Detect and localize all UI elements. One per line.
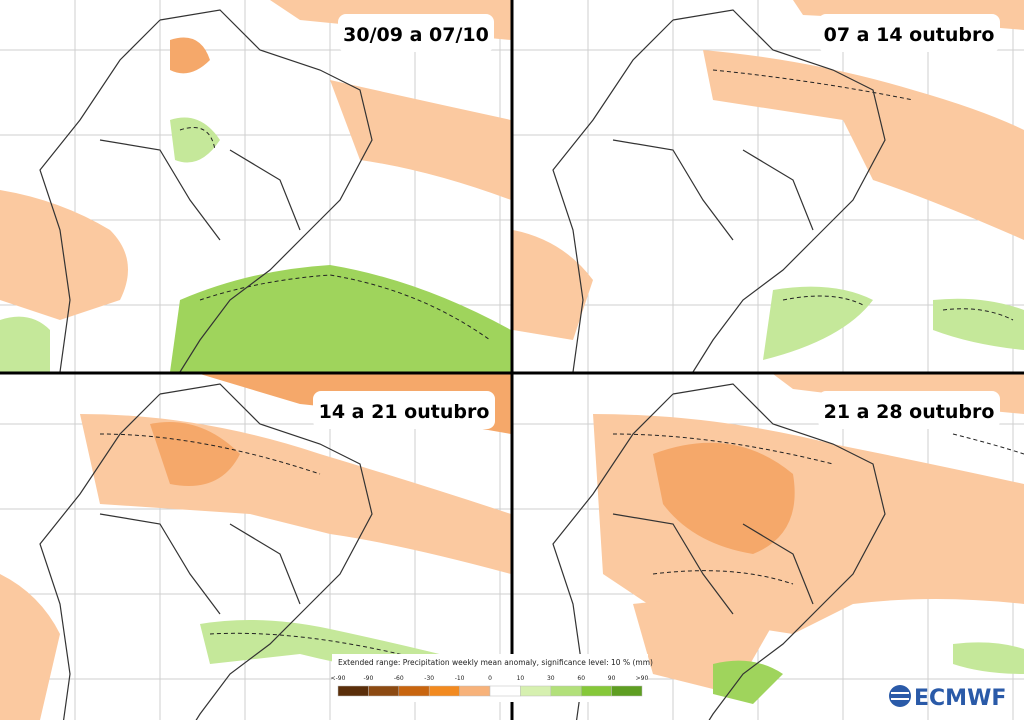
- color-swatch: [489, 685, 521, 697]
- legend-scale: <-90 -90 -60 -30 -10 0 10 30 60 90 >90: [331, 675, 649, 697]
- color-swatch: [398, 685, 430, 697]
- panel-label: 07 a 14 outubro: [824, 24, 995, 46]
- panel-label: 30/09 a 07/10: [343, 24, 489, 46]
- legend-tick-label: -30: [424, 675, 434, 682]
- color-swatch: [428, 685, 460, 697]
- panel-map: [0, 0, 511, 372]
- legend-tick-label: 90: [608, 675, 616, 682]
- color-swatch: [520, 685, 552, 697]
- logo-text: ECMWF: [914, 686, 1006, 711]
- color-swatch: [550, 685, 582, 697]
- panel-map: [513, 0, 1024, 372]
- color-swatch: [611, 685, 643, 697]
- color-swatch: [580, 685, 612, 697]
- legend-tick-label: -60: [394, 675, 404, 682]
- panel-label: 21 a 28 outubro: [824, 401, 995, 423]
- legend-tick-label: >90: [636, 675, 649, 682]
- panel-label: 14 a 21 outubro: [319, 401, 490, 423]
- label-box: [818, 14, 1000, 52]
- legend-tick-label: -10: [455, 675, 465, 682]
- legend-tick-label: -90: [363, 675, 373, 682]
- legend-tick-label: 0: [488, 675, 492, 682]
- legend-title: Extended range: Precipitation weekly mea…: [338, 658, 653, 667]
- label-box: [313, 391, 495, 429]
- legend-tick-label: 30: [547, 675, 555, 682]
- panel-map: [513, 374, 1024, 720]
- color-swatch: [368, 685, 400, 697]
- legend-tick-label: <-90: [331, 675, 346, 682]
- color-swatch: [459, 685, 491, 697]
- legend-tick-label: 60: [577, 675, 585, 682]
- label-box: [338, 14, 494, 52]
- logo: ECMWF: [889, 685, 1006, 711]
- color-swatch: [337, 685, 369, 697]
- legend-tick-label: 10: [517, 675, 525, 682]
- label-box: [818, 391, 1000, 429]
